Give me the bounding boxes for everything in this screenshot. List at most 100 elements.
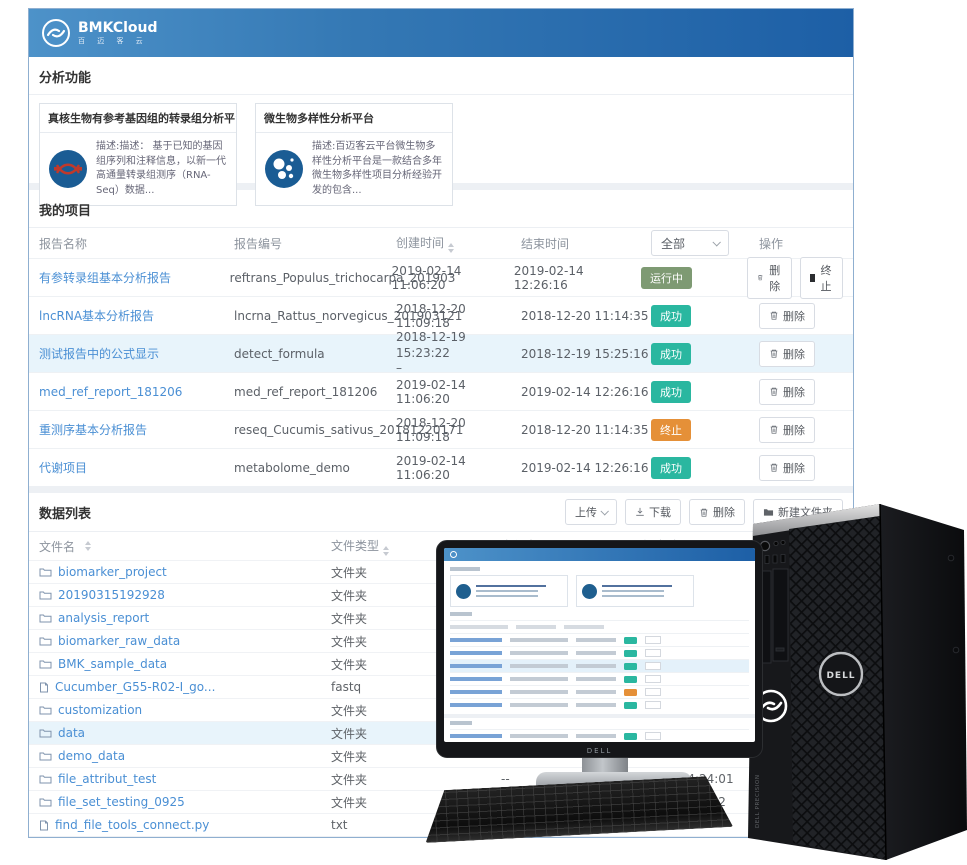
delete-button[interactable]: 删除 [759, 340, 815, 367]
col-created-sort[interactable]: 创建时间 [396, 234, 521, 253]
file-link[interactable]: BMK_sample_data [58, 657, 168, 671]
file-link[interactable]: find_file_tools_connect.py [55, 818, 210, 832]
mini-logo-icon [450, 551, 457, 558]
file-link[interactable]: demo_data [58, 749, 126, 763]
status-badge: 成功 [651, 456, 691, 479]
download-icon [636, 507, 644, 516]
file-row: file_attribut_test 文件夹 -- 09-27 14:24:01 [29, 767, 853, 790]
status-badge: 运行中 [641, 266, 692, 289]
projects-section-title: 我的项目 [29, 190, 853, 228]
folder-icon [39, 775, 52, 784]
svg-text:DELL: DELL [826, 671, 855, 681]
col-report-code: 报告编号 [234, 236, 283, 251]
sort-icon [85, 541, 92, 551]
delete-button[interactable]: 删除 [759, 302, 815, 329]
folder-plus-icon [763, 509, 774, 516]
mini-app-header [444, 548, 755, 561]
folder-icon [39, 568, 52, 577]
chevron-down-icon [600, 507, 609, 516]
sort-icon [383, 545, 390, 556]
report-link[interactable]: 重测序基本分析报告 [39, 423, 148, 437]
trash-icon [770, 311, 778, 320]
file-link[interactable]: file_set_testing_0925 [58, 795, 185, 809]
folder-icon [39, 752, 52, 761]
delete-button[interactable]: 删除 [759, 378, 815, 405]
col-report-name: 报告名称 [39, 236, 88, 251]
dell-logo-badge: DELL [818, 651, 864, 697]
monitor-screen [444, 548, 755, 742]
card-title: 真核生物有参考基因组的转录组分析平台 [40, 104, 236, 133]
col-operations: 操作 [759, 236, 784, 251]
dell-monitor-image: DELL [436, 540, 763, 758]
report-link[interactable]: 代谢项目 [39, 461, 88, 475]
folder-icon [39, 660, 52, 669]
folder-icon [39, 798, 52, 807]
project-row: 有参转录组基本分析报告 reftrans_Populus_trichocarpa… [29, 256, 853, 299]
folder-icon [39, 706, 52, 715]
projects-table-header: 报告名称 报告编号 创建时间 结束时间 全部 操作 [29, 228, 853, 258]
report-link[interactable]: 测试报告中的公式显示 [39, 347, 160, 361]
status-badge: 成功 [651, 380, 691, 403]
sort-icon [448, 242, 455, 253]
document-icon [40, 682, 48, 692]
folder-icon [39, 591, 52, 600]
delete-files-button[interactable]: 删除 [689, 499, 745, 525]
trash-icon [700, 508, 708, 517]
trash-icon [770, 387, 778, 396]
delete-button[interactable]: 删除 [759, 416, 815, 443]
dell-tower-image: DELL DELL PRECISION [748, 503, 967, 861]
delete-button[interactable]: 删除 [759, 454, 815, 481]
analysis-card-microbial[interactable]: 微生物多样性分析平台 描述:百迈客云平台微生物多样性分析平台是一款结合多年微生物… [255, 103, 453, 206]
projects-section: 我的项目 报告名称 报告编号 创建时间 结束时间 全部 操作 有参转录组基本分析… [29, 190, 853, 486]
file-link[interactable]: analysis_report [58, 611, 150, 625]
project-row-highlighted: 测试报告中的公式显示 detect_formula 2018-12-19 15:… [29, 330, 853, 375]
download-button[interactable]: 下载 [625, 499, 681, 525]
card-description: 描述:描述： 基于已知的基因组序列和注释信息，以新一代高通量转录组测序（RNA-… [96, 141, 226, 196]
mini-analysis-cards [450, 575, 749, 607]
terminate-button[interactable]: 终止 [800, 256, 843, 299]
col-file-name-sort[interactable]: 文件名 [39, 538, 331, 555]
folder-icon [39, 637, 52, 646]
trash-icon [758, 275, 763, 281]
trash-icon [770, 425, 778, 434]
project-row: 代谢项目 metabolome_demo 2019-02-14 11:06:20… [29, 448, 853, 486]
file-link[interactable]: Cucumber_G55-R02-I_go... [55, 680, 216, 694]
logo-subtitle: 百 迈 客 云 [78, 36, 148, 45]
files-section-title: 数据列表 [39, 506, 92, 522]
chevron-down-icon [712, 238, 721, 247]
file-link[interactable]: file_attribut_test [58, 772, 157, 786]
report-link[interactable]: lncRNA基本分析报告 [39, 309, 155, 323]
tower-side-text: DELL PRECISION [755, 774, 761, 828]
status-badge: 成功 [651, 304, 691, 327]
status-badge: 成功 [651, 342, 691, 365]
rnaseq-platform-icon [49, 150, 87, 188]
col-file-type-sort[interactable]: 文件类型 [331, 537, 501, 556]
delete-button[interactable]: 删除 [747, 256, 792, 299]
status-filter-select[interactable]: 全部 [651, 230, 729, 256]
report-link[interactable]: 有参转录组基本分析报告 [39, 271, 172, 285]
file-link[interactable]: customization [58, 703, 143, 717]
analysis-section: 分析功能 真核生物有参考基因组的转录组分析平台 描述:描述： 基于已知的基因组序… [29, 57, 853, 206]
analysis-card-rnaseq[interactable]: 真核生物有参考基因组的转录组分析平台 描述:描述： 基于已知的基因组序列和注释信… [39, 103, 237, 206]
app-header: BMKCloud 百 迈 客 云 [29, 9, 853, 57]
monitor-brand-label: DELL [586, 747, 613, 755]
project-row: lncRNA基本分析报告 lncrna_Rattus_norvegicus_20… [29, 296, 853, 334]
report-link[interactable]: med_ref_report_181206 [39, 384, 183, 399]
status-badge: 终止 [651, 418, 691, 441]
analysis-section-title: 分析功能 [29, 57, 853, 95]
stop-icon [810, 273, 816, 282]
upload-button[interactable]: 上传 [565, 499, 617, 525]
files-toolbar: 上传 下载 删除 新建文件夹 [565, 499, 843, 525]
card-title: 微生物多样性分析平台 [256, 104, 452, 133]
logo-title: BMKCloud [78, 19, 158, 36]
file-link[interactable]: data [58, 726, 86, 740]
trash-icon [770, 349, 778, 358]
col-ended: 结束时间 [521, 236, 570, 251]
microbial-platform-icon [265, 150, 303, 188]
file-link[interactable]: biomarker_raw_data [58, 634, 181, 648]
file-link[interactable]: 20190315192928 [58, 588, 165, 602]
bmkcloud-logo[interactable]: BMKCloud 百 迈 客 云 [41, 18, 158, 48]
folder-icon [39, 729, 52, 738]
trash-icon [770, 463, 778, 472]
file-link[interactable]: biomarker_project [58, 565, 167, 579]
